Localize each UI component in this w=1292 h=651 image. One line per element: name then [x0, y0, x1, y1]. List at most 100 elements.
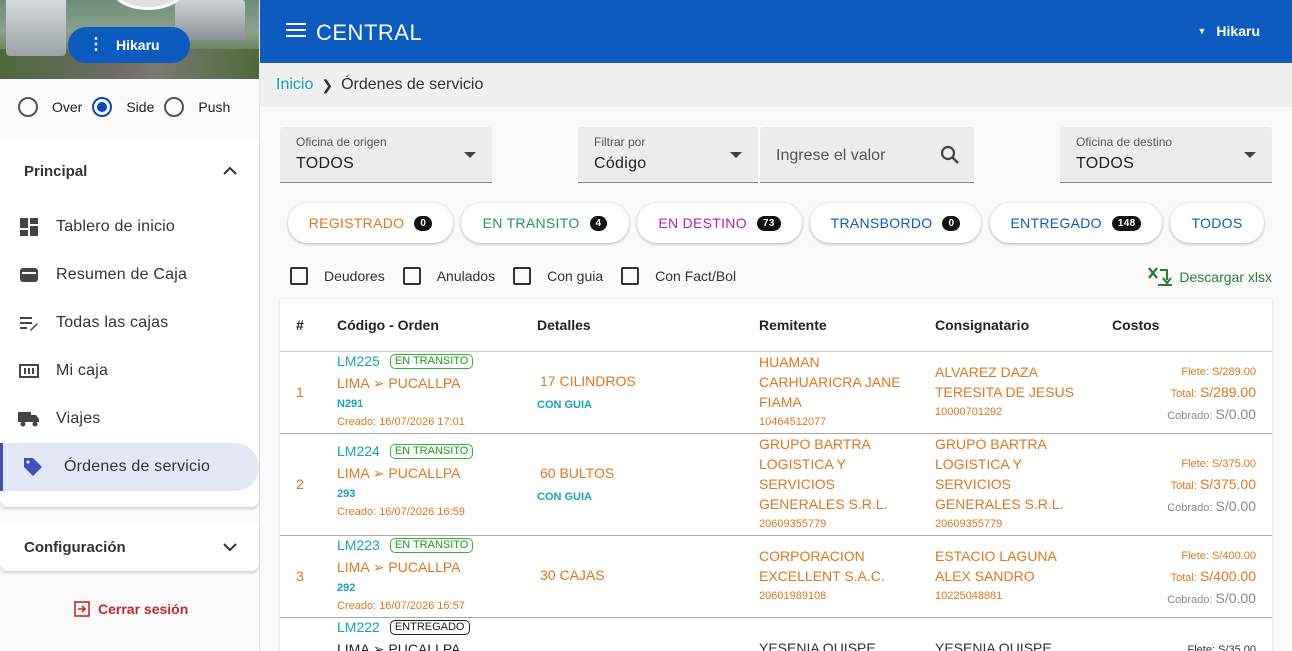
sidebar-item-trips[interactable]: Viajes — [0, 395, 259, 443]
sender-doc: 10464512077 — [759, 416, 827, 428]
table-row[interactable]: 3 LM223 EN TRANSITO LIMA ➢ PUCALLPA 292 C… — [280, 536, 1272, 618]
status-badge: EN TRANSITO — [389, 444, 474, 460]
chip-en-destino[interactable]: EN DESTINO 73 — [637, 203, 802, 243]
sidebar-item-service-orders[interactable]: Órdenes de servicio — [0, 443, 259, 491]
route-text: LIMA ➢ PUCALLPA — [337, 641, 461, 651]
chevron-up-icon — [223, 166, 237, 175]
filter-by-select[interactable]: Filtrar por Código — [578, 127, 758, 183]
sender-name: GRUPO BARTRA LOGISTICA Y SERVICIOS GENER… — [759, 436, 888, 512]
profile-banner-image — [0, 0, 259, 79]
config-group-header[interactable]: Configuración — [0, 523, 259, 571]
consignee-doc: 20609355779 — [935, 518, 1003, 530]
layout-radio-group: Over Side Push — [18, 97, 240, 117]
total-label: Total: — [1170, 480, 1197, 492]
table-row[interactable]: 1 LM225 EN TRANSITO LIMA ➢ PUCALLPA N291 … — [280, 352, 1272, 434]
order-code-link[interactable]: LM222 — [337, 619, 380, 635]
wallet-icon — [18, 264, 40, 286]
collected-label: Cobrado: — [1167, 502, 1213, 514]
checkbox-anulados[interactable]: Anulados — [402, 267, 495, 285]
sidebar-item-label: Órdenes de servicio — [64, 458, 211, 475]
table-row[interactable]: 2 LM224 EN TRANSITO LIMA ➢ PUCALLPA 293 C… — [280, 434, 1272, 536]
destination-office-label: Oficina de destino — [1076, 135, 1173, 149]
radio-over[interactable]: Over — [18, 97, 82, 117]
total-label: Total: — [1170, 388, 1197, 400]
checkbox-label: Con Fact/Bol — [655, 268, 737, 284]
download-xlsx-button[interactable]: Descargar xlsx — [1147, 266, 1272, 288]
collected-amount: S/0.00 — [1215, 498, 1256, 514]
checkbox-deudores[interactable]: Deudores — [290, 267, 385, 285]
destination-office-select[interactable]: Oficina de destino TODOS — [1060, 127, 1272, 183]
top-user-menu[interactable]: ▼ Hikaru — [1198, 23, 1261, 39]
main-content: Oficina de origen TODOS Filtrar por Códi… — [260, 107, 1292, 651]
created-date: Creado: 16/07/2026 17:01 — [337, 416, 465, 428]
origin-office-select[interactable]: Oficina de origen TODOS — [280, 127, 492, 183]
checkbox-con-fact-bol[interactable]: Con Fact/Bol — [621, 267, 736, 285]
route-text: LIMA ➢ PUCALLPA — [337, 375, 461, 391]
sender-doc: 20601989108 — [759, 590, 827, 602]
chip-count-badge: 0 — [942, 215, 961, 231]
logout-label: Cerrar sesión — [98, 601, 189, 617]
order-code-link[interactable]: LM223 — [337, 537, 380, 553]
sidebar-item-all-cash[interactable]: Todas las cajas — [0, 299, 259, 347]
collected-label: Cobrado: — [1167, 594, 1213, 606]
consignee-name: YESENIA QUISPE — [935, 640, 1052, 651]
col-header-code[interactable]: Código - Orden — [337, 317, 439, 333]
row-number: 3 — [296, 568, 304, 584]
created-date: Creado: 16/07/2026 16:59 — [337, 506, 465, 518]
search-input[interactable]: Ingrese el valor — [760, 127, 974, 183]
radio-push[interactable]: Push — [164, 97, 230, 117]
dashboard-icon — [18, 216, 40, 238]
con-guia-label: CON GUIA — [537, 399, 592, 411]
chevron-down-icon — [223, 543, 237, 552]
sidebar-item-my-cash[interactable]: Mi caja — [0, 347, 259, 395]
checkbox-con-guia[interactable]: Con guia — [513, 267, 603, 285]
freight-cost: Flete: S/375.00 — [1181, 458, 1256, 470]
order-code-link[interactable]: LM224 — [337, 443, 380, 459]
collected-amount: S/0.00 — [1215, 590, 1256, 606]
orders-table: # Código - Orden Detalles Remitente Cons… — [280, 299, 1272, 651]
sender-name: CORPORACION EXCELLENT S.A.C. — [759, 548, 885, 584]
config-title: Configuración — [24, 538, 126, 556]
chip-transbordo[interactable]: TRANSBORDO 0 — [810, 203, 981, 243]
consignee-name: ESTACIO LAGUNA ALEX SANDRO — [935, 548, 1057, 584]
table-row[interactable]: LM222 ENTREGADO LIMA ➢ PUCALLPA YESENIA Q… — [280, 618, 1272, 651]
order-code-link[interactable]: LM225 — [337, 353, 380, 369]
col-header-details: Detalles — [537, 317, 591, 333]
sidebar-item-label: Mi caja — [56, 362, 109, 379]
logout-button[interactable]: Cerrar sesión — [74, 601, 188, 617]
chip-entregado[interactable]: ENTREGADO 148 — [990, 203, 1162, 243]
hamburger-menu-icon[interactable] — [286, 22, 306, 38]
more-vert-icon: ⋮ — [88, 36, 104, 53]
download-xlsx-label: Descargar xlsx — [1179, 269, 1272, 285]
route-text: LIMA ➢ PUCALLPA — [337, 465, 461, 481]
search-icon[interactable] — [940, 145, 960, 165]
total-cost: S/289.00 — [1199, 384, 1256, 400]
radio-over-label: Over — [52, 99, 83, 115]
consignee-name: GRUPO BARTRA LOGISTICA Y SERVICIOS GENER… — [935, 436, 1064, 512]
chip-label: TRANSBORDO — [830, 215, 933, 231]
checkbox-label: Con guia — [547, 268, 604, 284]
status-badge: EN TRANSITO — [389, 354, 474, 370]
chip-registrado[interactable]: REGISTRADO 0 — [288, 203, 453, 243]
chip-en-transito[interactable]: EN TRANSITO 4 — [461, 203, 629, 243]
sidebar-item-label: Resumen de Caja — [56, 266, 188, 283]
breadcrumb-home-link[interactable]: Inicio — [276, 76, 314, 93]
consignee-doc: 10225048881 — [935, 590, 1003, 602]
guide-number: 292 — [337, 582, 356, 594]
tag-icon — [22, 456, 44, 478]
sidebar-item-label: Tablero de inicio — [56, 218, 176, 235]
order-detail: 60 BULTOS — [540, 465, 615, 481]
sidebar: ⋮ Hikaru Over Side Push Principal Tabler… — [0, 0, 260, 651]
con-guia-label: CON GUIA — [537, 491, 592, 503]
freight-cost: Flete: S/289.00 — [1181, 366, 1256, 378]
sidebar-item-cash-summary[interactable]: Resumen de Caja — [0, 251, 259, 299]
sidebar-item-dashboard[interactable]: Tablero de inicio — [0, 203, 259, 251]
radio-side[interactable]: Side — [92, 97, 154, 117]
principal-group-header[interactable]: Principal — [0, 139, 259, 203]
excel-download-icon — [1148, 267, 1173, 286]
chip-todos[interactable]: TODOS — [1170, 203, 1264, 243]
truck-icon — [18, 408, 40, 430]
route-text: LIMA ➢ PUCALLPA — [337, 559, 461, 575]
origin-office-label: Oficina de origen — [296, 135, 387, 149]
user-menu-button[interactable]: ⋮ Hikaru — [68, 27, 190, 63]
